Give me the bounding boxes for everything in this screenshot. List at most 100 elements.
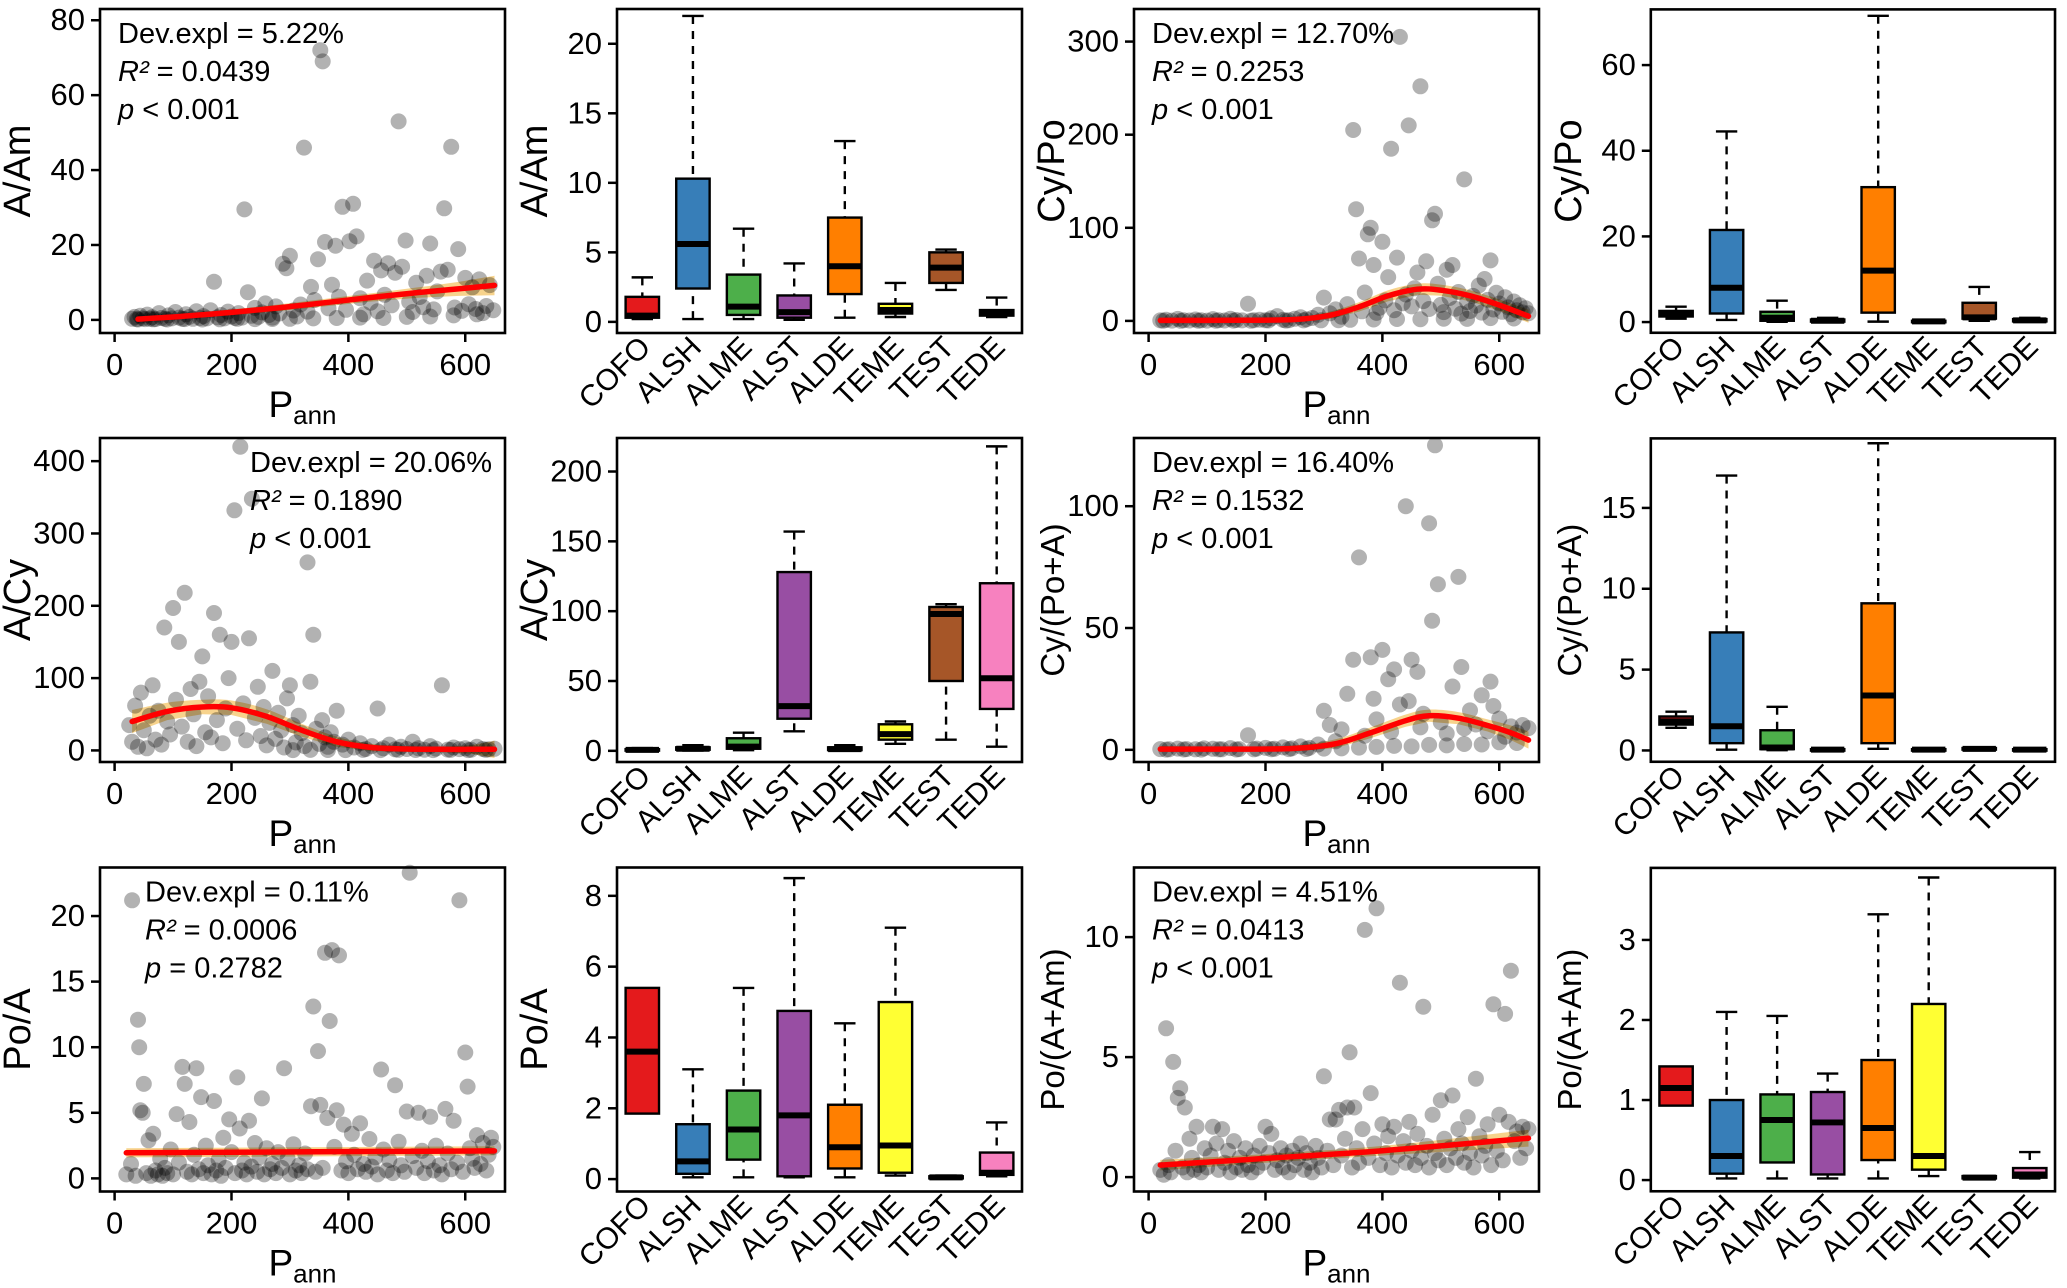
dev-expl-annotation: Dev.expl = 4.51%	[1152, 877, 1378, 909]
panel-a-am-boxplot: COFO ALSH ALME ALST ALDE TEME TEST TEDE 0 5 10 15 20…	[517, 0, 1034, 429]
r2-annotation: R² = 0.1532	[1152, 485, 1304, 517]
svg-text:20: 20	[568, 26, 602, 61]
cy-po-scatter-canvas: Dev.expl = 12.70% R² = 0.2253 p < 0.001 0 20…	[1034, 7, 1541, 429]
gam-trend-line	[123, 1148, 498, 1156]
svg-text:600: 600	[1473, 776, 1525, 811]
svg-text:200: 200	[33, 588, 85, 623]
svg-text:0: 0	[1102, 732, 1119, 767]
svg-text:0: 0	[106, 776, 123, 811]
svg-text:2: 2	[1619, 1002, 1636, 1037]
svg-text:2: 2	[585, 1090, 602, 1125]
po-a-am-boxplot-canvas: COFOALSHALMEALSTALDETEMETESTTEDE0123Po/(…	[1551, 866, 2057, 1273]
x-axis-label: Pann	[1302, 384, 1370, 429]
svg-text:100: 100	[1067, 210, 1119, 245]
panel-po-a-boxplot: COFO ALSH ALME ALST ALDE TEME TEST TEDE 0 2 4 6 8 Po/…	[517, 858, 1034, 1288]
y-axis-label: A/Am	[517, 125, 556, 218]
svg-text:40: 40	[1601, 133, 1635, 168]
box-alst	[1809, 1090, 1846, 1176]
y-axis-label: A/Cy	[0, 559, 39, 641]
p-value-annotation: p < 0.001	[1151, 523, 1274, 555]
svg-text:0: 0	[585, 1161, 602, 1196]
po-a-am-scatter-canvas: Dev.expl = 4.51% R² = 0.0413 p < 0.001 0 200…	[1034, 866, 1541, 1288]
box-alde	[826, 216, 863, 296]
r2-annotation: R² = 0.1890	[250, 485, 402, 517]
svg-text:0: 0	[68, 1160, 85, 1195]
x-axis-label: Pann	[268, 384, 336, 429]
r2-annotation: R² = 0.2253	[1152, 56, 1304, 88]
svg-text:200: 200	[206, 1206, 258, 1241]
svg-text:0: 0	[1619, 732, 1636, 767]
svg-text:200: 200	[206, 776, 258, 811]
cy-po-boxplot-canvas: COFOALSHALMEALSTALDETEMETESTTEDE0204060C…	[1551, 8, 2057, 415]
r2-annotation: R² = 0.0439	[118, 56, 270, 88]
svg-text:0: 0	[1140, 347, 1157, 382]
svg-text:0: 0	[1140, 1206, 1157, 1241]
dev-expl-annotation: Dev.expl = 20.06%	[250, 447, 492, 479]
box-alde	[1860, 602, 1897, 745]
panel-po-a-am-boxplot: COFO ALSH ALME ALST ALDE TEME TEST TEDE 0 1 2 3 Po/(…	[1551, 858, 2067, 1288]
dev-expl-annotation: Dev.expl = 0.11%	[145, 877, 369, 909]
svg-text:80: 80	[51, 2, 85, 37]
r2-annotation: R² = 0.0006	[145, 915, 297, 947]
y-axis-label: Po/(A+Am)	[1551, 949, 1588, 1111]
cy-po-a-boxplot-canvas: COFOALSHALMEALSTALDETEMETESTTEDE051015Cy…	[1551, 437, 2057, 844]
panel-po-a-am-scatter: Dev.expl = 4.51% R² = 0.0413 p < 0.001 0 200…	[1034, 858, 1551, 1288]
svg-text:300: 300	[1067, 24, 1119, 59]
panel-a-cy-scatter: Dev.expl = 20.06% R² = 0.1890 p < 0.001 0 20…	[0, 429, 517, 858]
svg-text:200: 200	[1240, 776, 1292, 811]
box-alme	[725, 1089, 762, 1161]
svg-text:4: 4	[585, 1019, 602, 1054]
svg-text:200: 200	[1240, 1206, 1292, 1241]
svg-text:50: 50	[568, 663, 602, 698]
svg-text:10: 10	[568, 165, 602, 200]
svg-text:1: 1	[1619, 1082, 1636, 1117]
dev-expl-annotation: Dev.expl = 16.40%	[1152, 447, 1394, 479]
svg-text:0: 0	[585, 304, 602, 339]
panel-a-cy-boxplot: COFO ALSH ALME ALST ALDE TEME TEST TEDE 0 50 100 15…	[517, 429, 1034, 858]
panel-cy-po-scatter: Dev.expl = 12.70% R² = 0.2253 p < 0.001 0 20…	[1034, 0, 1551, 429]
box-alsh	[675, 177, 711, 290]
svg-text:0: 0	[68, 302, 85, 337]
p-value-annotation: p < 0.001	[1151, 953, 1274, 985]
box-alsh	[1708, 1098, 1745, 1175]
svg-text:5: 5	[68, 1095, 85, 1130]
svg-text:10: 10	[1601, 571, 1635, 606]
svg-text:400: 400	[33, 443, 85, 478]
gam-trend-line	[1157, 712, 1532, 752]
svg-text:200: 200	[206, 347, 258, 382]
svg-text:600: 600	[1473, 1206, 1525, 1241]
box-test	[928, 605, 964, 683]
y-axis-label: Cy/Po	[1034, 119, 1073, 222]
svg-text:15: 15	[568, 95, 602, 130]
svg-text:50: 50	[1085, 610, 1119, 645]
box-alsh	[675, 1123, 711, 1175]
confidence-band	[1160, 709, 1529, 752]
svg-text:10: 10	[1085, 919, 1119, 954]
x-axis-label: Pann	[268, 813, 336, 858]
svg-text:400: 400	[323, 347, 375, 382]
svg-text:200: 200	[550, 454, 602, 489]
gam-trend-line	[1157, 1135, 1532, 1168]
svg-text:100: 100	[1067, 488, 1119, 523]
y-axis-label: Po/A	[0, 988, 39, 1071]
svg-text:100: 100	[550, 593, 602, 628]
p-value-annotation: p < 0.001	[249, 523, 372, 555]
confidence-band	[132, 699, 495, 758]
svg-text:5: 5	[1619, 652, 1636, 687]
box-teme	[1910, 1002, 1947, 1171]
panel-a-am-scatter: Dev.expl = 5.22% R² = 0.0439 p < 0.001 0 200…	[0, 0, 517, 429]
y-axis-label: A/Cy	[517, 559, 556, 641]
a-cy-boxplot-canvas: COFOALSHALMEALSTALDETEMETESTTEDE05010015…	[517, 436, 1024, 844]
box-tede	[978, 582, 1015, 711]
confidence-band	[137, 275, 495, 322]
a-am-boxplot-canvas: COFOALSHALMEALSTALDETEMETESTTEDE05101520…	[517, 7, 1024, 415]
p-value-annotation: p < 0.001	[1151, 94, 1274, 126]
svg-text:15: 15	[51, 964, 85, 999]
y-axis-label: Po/(A+Am)	[1034, 948, 1071, 1110]
svg-text:200: 200	[1240, 347, 1292, 382]
y-axis-label: Cy/Po	[1551, 119, 1590, 222]
svg-text:400: 400	[1357, 776, 1409, 811]
gam-trend-line	[129, 703, 498, 753]
panel-cy-po-a-scatter: Dev.expl = 16.40% R² = 0.1532 p < 0.001 0 20…	[1034, 429, 1551, 858]
